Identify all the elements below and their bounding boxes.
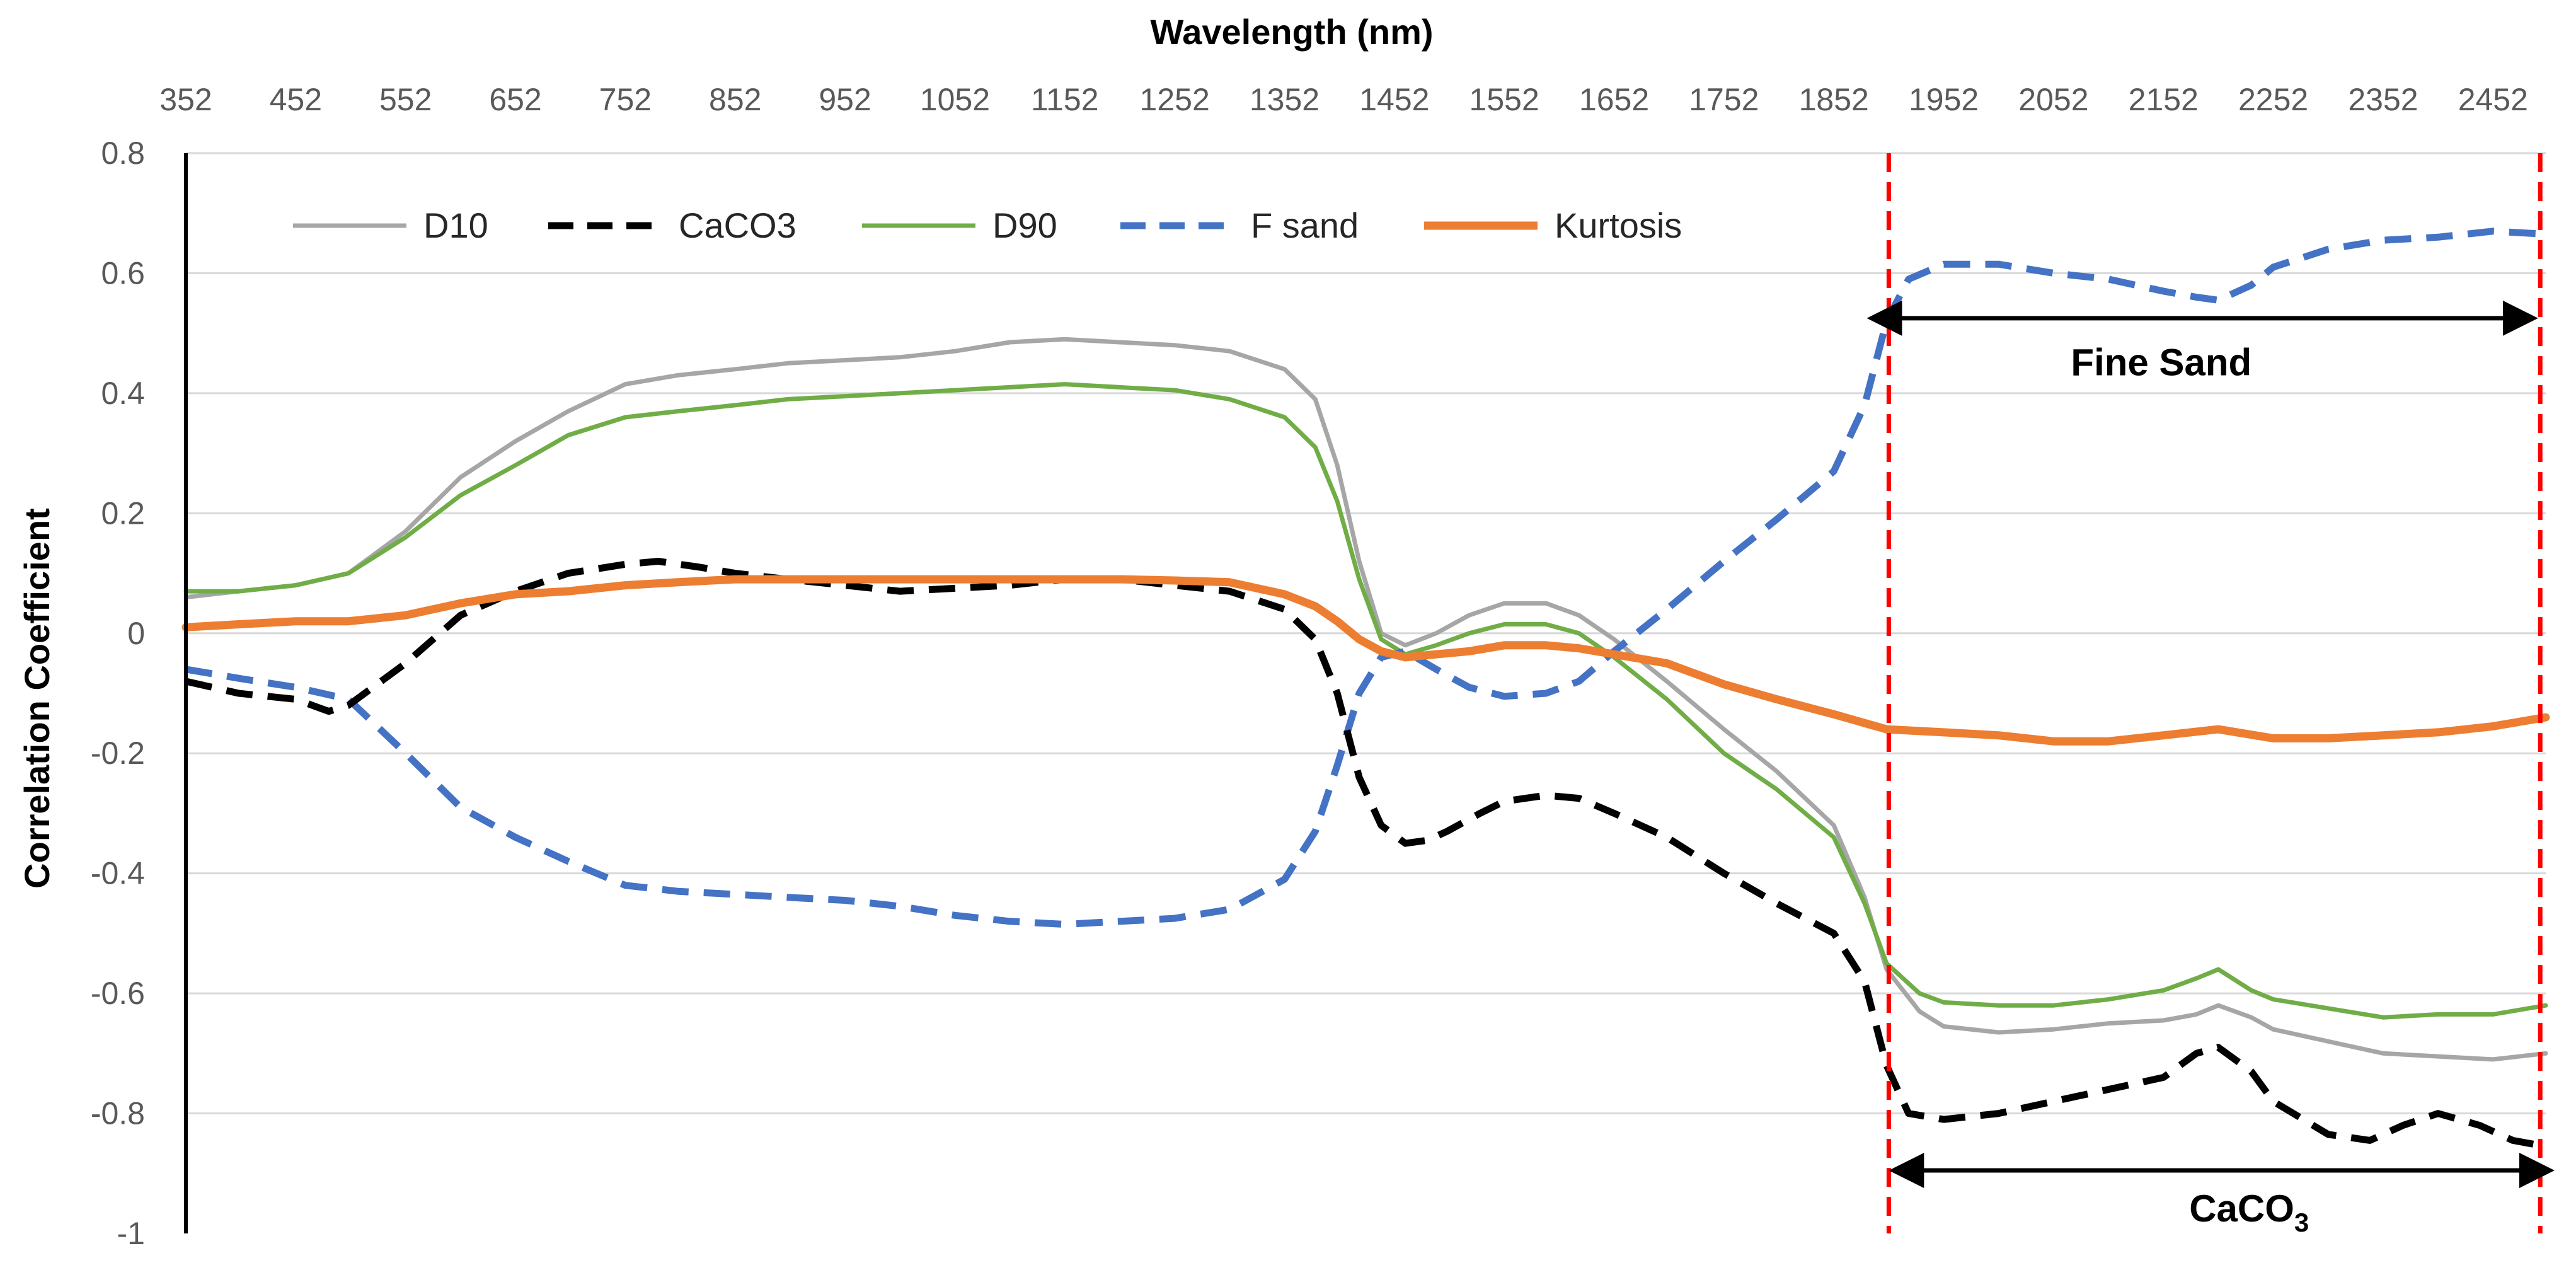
x-tick-label: 452 — [270, 82, 322, 117]
x-tick-label: 1052 — [920, 82, 990, 117]
annotations: Fine Sand CaCO3 — [1866, 300, 2555, 1237]
x-tick-label: 1952 — [1909, 82, 1979, 117]
y-tick-label: 0.6 — [101, 255, 145, 291]
y-tick-label: 0 — [127, 616, 145, 651]
legend: D10 CaCO3 D90 F sand Kurtosis — [293, 205, 1682, 245]
legend-label-d90: D90 — [992, 205, 1057, 245]
annotation-label: CaCO3 — [2189, 1187, 2309, 1237]
y-axis-tick-labels: 0.8 0.6 0.4 0.2 0 -0.2 -0.4 -0.6 -0.8 -1 — [91, 136, 145, 1251]
x-tick-label: 1452 — [1359, 82, 1429, 117]
x-tick-label: 952 — [819, 82, 871, 117]
x-tick-label: 2352 — [2348, 82, 2418, 117]
y-tick-label: -0.6 — [91, 976, 145, 1011]
legend-label-d10: D10 — [423, 205, 488, 245]
x-tick-label: 1152 — [1031, 82, 1099, 117]
series-layer — [181, 228, 2550, 1150]
y-tick-label: -0.4 — [91, 856, 145, 891]
x-tick-label: 1852 — [1799, 82, 1869, 117]
x-tick-label: 1652 — [1579, 82, 1649, 117]
series-line-d10 — [183, 337, 2548, 1062]
legend-label-f-sand: F sand — [1251, 205, 1359, 245]
x-tick-label: 352 — [159, 82, 212, 117]
x-tick-label: 1252 — [1140, 82, 1210, 117]
legend-label-kurtosis: Kurtosis — [1555, 205, 1682, 245]
x-tick-label: 652 — [489, 82, 541, 117]
y-axis-title: Correlation Coefficient — [17, 508, 57, 889]
annotation-label: Fine Sand — [2071, 341, 2251, 383]
series-line-caco3 — [185, 558, 2546, 1150]
annotation-subscript: 3 — [2294, 1208, 2309, 1237]
x-axis-tick-labels: 352 452 552 652 752 852 952 1052 1152 1252 1352 145… — [159, 82, 2528, 117]
series-line-kurtosis — [181, 575, 2550, 746]
y-tick-label: -0.8 — [91, 1096, 145, 1131]
x-tick-label: 552 — [379, 82, 432, 117]
gridlines — [186, 152, 2546, 1115]
y-tick-label: -0.2 — [91, 736, 145, 771]
legend-label-caco3: CaCO3 — [679, 205, 796, 245]
y-tick-label: 0.4 — [101, 376, 145, 411]
y-tick-label: 0.8 — [101, 136, 145, 171]
reference-lines — [1886, 153, 2543, 1233]
x-tick-label: 852 — [709, 82, 761, 117]
x-axis-title: Wavelength (nm) — [1150, 12, 1433, 52]
y-tick-label: 0.2 — [101, 495, 145, 531]
x-tick-label: 1352 — [1250, 82, 1320, 117]
x-tick-label: 1752 — [1689, 82, 1759, 117]
x-tick-label: 752 — [599, 82, 652, 117]
x-tick-label: 1552 — [1469, 82, 1539, 117]
x-tick-label: 2052 — [2018, 82, 2088, 117]
x-tick-label: 2152 — [2129, 82, 2199, 117]
y-tick-label: -1 — [117, 1216, 145, 1251]
series-line-d90 — [183, 382, 2548, 1020]
x-tick-label: 2252 — [2238, 82, 2308, 117]
x-tick-label: 2452 — [2458, 82, 2528, 117]
series-line-f-sand — [185, 228, 2546, 928]
